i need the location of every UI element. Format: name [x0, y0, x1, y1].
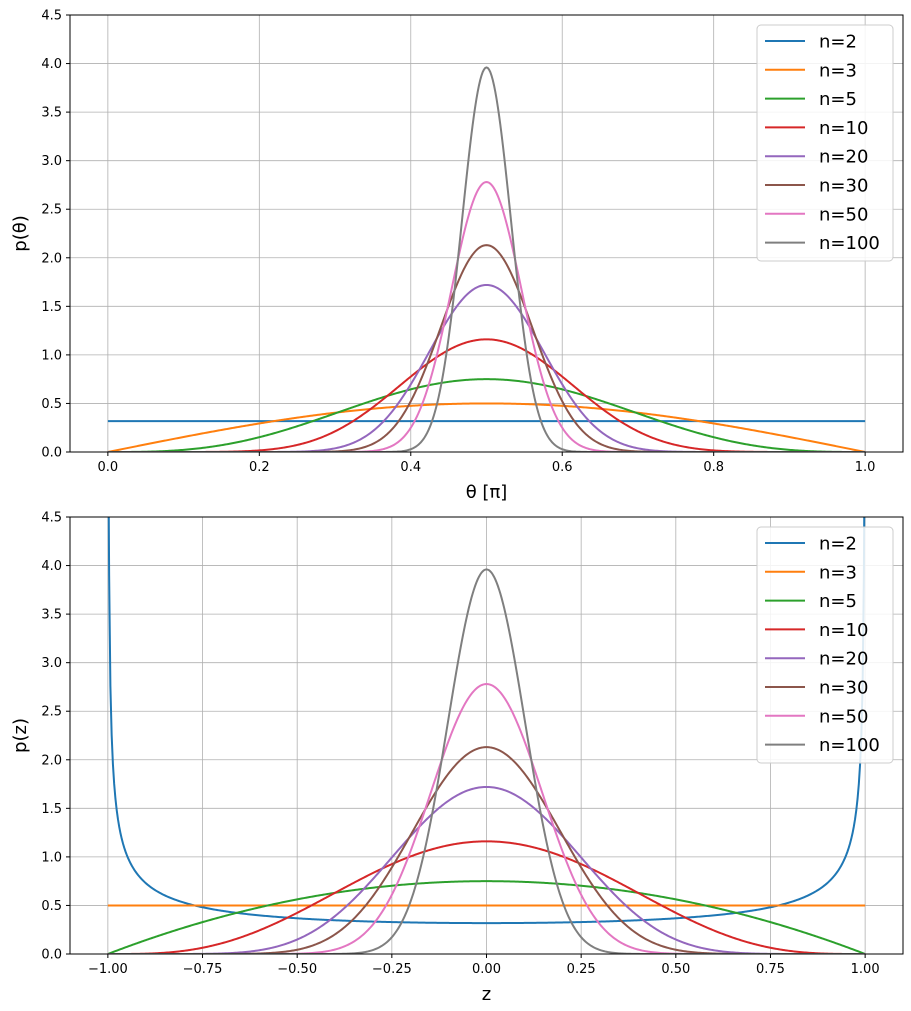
x-tick-label: −0.50 [277, 962, 317, 977]
y-tick-label: 3.0 [41, 154, 62, 169]
y-tick-label: 3.0 [41, 656, 62, 671]
x-tick-label: −0.75 [183, 962, 223, 977]
series-line-n-5 [107, 880, 866, 954]
y-axis-label: p(θ) [10, 215, 31, 251]
axes-frame [69, 14, 904, 453]
series-line-n-50 [107, 683, 866, 954]
series-line-n-100 [107, 568, 866, 954]
z-distribution-panel: −1.00 −0.75 −0.50 −0.25 0.00 0.25 0.50 0.75 1.00… [10, 511, 904, 1005]
x-tick-label: −0.25 [372, 962, 412, 977]
y-tick-label: 1.0 [41, 850, 62, 865]
series-line-n-20 [107, 785, 866, 954]
series-line-n-3 [107, 402, 866, 452]
legend-label: n=3 [819, 562, 857, 583]
legend-label: n=100 [819, 233, 880, 254]
y-tick-label: 4.0 [41, 559, 62, 574]
series-lines [107, 66, 866, 452]
series-line-n-10 [107, 338, 866, 452]
legend: n=2 n=3 n=5 n=10 n=20 n=30 n=50 n=100 [756, 526, 894, 764]
x-tick-label: 0.75 [756, 962, 785, 977]
legend-label: n=20 [819, 649, 868, 670]
x-tick-label: 0.4 [400, 460, 421, 475]
legend-label: n=10 [819, 118, 868, 139]
series-line-n-5 [107, 378, 866, 452]
x-tick-label: 0.2 [249, 460, 270, 475]
legend: n=2 n=3 n=5 n=10 n=20 n=30 n=50 n=100 [756, 24, 894, 262]
series-line-n-10 [107, 840, 866, 954]
x-tick-label: 1.00 [851, 962, 880, 977]
x-axis-label: θ [π] [466, 482, 508, 503]
legend-label: n=3 [819, 60, 857, 81]
legend-label: n=5 [819, 591, 857, 612]
y-tick-label: 1.0 [41, 348, 62, 363]
y-tick-label: 2.0 [41, 251, 62, 266]
y-tick-label: 0.5 [41, 397, 62, 412]
y-tick-label: 2.0 [41, 753, 62, 768]
y-tick-label: 3.5 [41, 106, 62, 121]
y-tick-label: 1.5 [41, 300, 62, 315]
legend-box [756, 24, 894, 262]
x-axis-label: z [482, 984, 491, 1005]
legend-label: n=30 [819, 176, 868, 197]
y-tick-label: 3.5 [41, 608, 62, 623]
y-tick-label: 1.5 [41, 802, 62, 817]
y-axis-label: p(z) [10, 718, 31, 753]
legend-label: n=100 [819, 735, 880, 756]
series-line-n-20 [107, 283, 866, 452]
y-tick-label: 2.5 [41, 705, 62, 720]
legend-label: n=2 [819, 534, 857, 555]
series-line-n-50 [107, 181, 866, 452]
y-tick-label: 4.5 [41, 9, 62, 24]
series-line-n-30 [107, 244, 866, 452]
legend-label: n=20 [819, 147, 868, 168]
legend-label: n=30 [819, 678, 868, 699]
x-tick-label: 0.0 [98, 460, 119, 475]
legend-label: n=50 [819, 204, 868, 225]
x-tick-label: 1.0 [855, 460, 876, 475]
theta-distribution-panel: 0.0 0.2 0.4 0.6 0.8 1.0 0.0 0.5 1.0 1.5 2.0 2.5 3.0 3… [10, 9, 904, 503]
x-tick-label: 0.00 [472, 962, 501, 977]
series-line-n-100 [107, 66, 866, 452]
x-tick-label: 0.25 [567, 962, 596, 977]
y-tick-label: 2.5 [41, 203, 62, 218]
y-tick-label: 0.5 [41, 899, 62, 914]
y-tick-label: 0.0 [41, 948, 62, 963]
y-tick-label: 4.5 [41, 511, 62, 526]
legend-label: n=2 [819, 32, 857, 53]
y-tick-label: 0.0 [41, 446, 62, 461]
x-tick-label: −1.00 [88, 962, 128, 977]
x-tick-label: 0.50 [661, 962, 690, 977]
y-tick-label: 4.0 [41, 57, 62, 72]
legend-label: n=10 [819, 620, 868, 641]
x-tick-label: 0.8 [703, 460, 724, 475]
legend-label: n=50 [819, 706, 868, 727]
legend-label: n=5 [819, 89, 857, 110]
legend-box [756, 526, 894, 764]
x-tick-label: 0.6 [552, 460, 573, 475]
